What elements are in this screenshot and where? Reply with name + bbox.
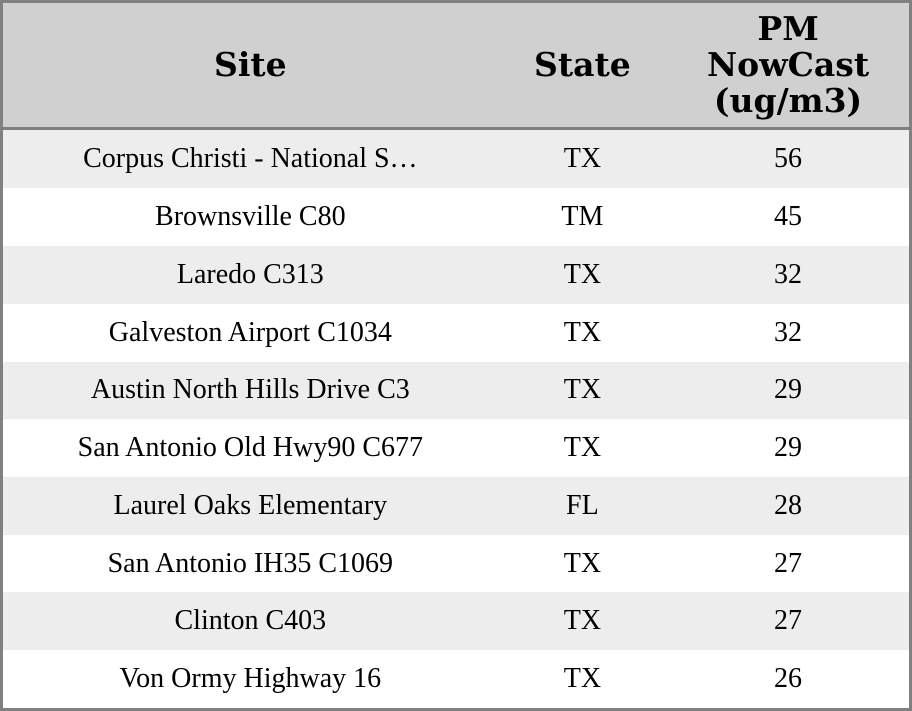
table-row: Clinton C403 TX 27 [3, 592, 909, 651]
table-body: Corpus Christi - National S… TX 56 Brown… [3, 128, 909, 708]
state-cell: TX [563, 547, 602, 579]
state-cell: TX [563, 605, 602, 637]
pm-nowcast-cell: 26 [774, 663, 803, 695]
pm-nowcast-cell: 27 [774, 547, 803, 579]
state-cell: TX [563, 374, 602, 406]
site-cell: Galveston Airport C1034 [108, 316, 392, 348]
table-row: Galveston Airport C1034 TX 32 [3, 303, 909, 362]
pm-nowcast-cell: 29 [774, 432, 803, 464]
pm-nowcast-cell: 29 [774, 374, 803, 406]
state-cell: TX [563, 432, 602, 464]
column-header-state: State [497, 3, 668, 130]
pm-nowcast-cell: 28 [774, 489, 803, 521]
table-row: Von Ormy Highway 16 TX 26 [3, 650, 909, 708]
site-cell: Von Ormy Highway 16 [119, 663, 382, 695]
table-row: San Antonio IH35 C1069 TX 27 [3, 534, 909, 593]
table-header: Site State PM NowCast (ug/m3) [3, 3, 909, 130]
pm-nowcast-cell: 32 [774, 316, 803, 348]
site-cell: San Antonio Old Hwy90 C677 [77, 432, 424, 464]
table-row: San Antonio Old Hwy90 C677 TX 29 [3, 419, 909, 478]
pm-nowcast-cell: 27 [774, 605, 803, 637]
column-header-site: Site [3, 3, 498, 130]
site-cell: Corpus Christi - National S… [83, 142, 418, 174]
table-row: Laurel Oaks Elementary FL 28 [3, 477, 909, 535]
site-cell: Laredo C313 [176, 259, 324, 290]
site-cell: Clinton C403 [174, 605, 327, 637]
state-cell: TX [563, 316, 602, 348]
table-row: Brownsville C80 TM 45 [3, 188, 909, 247]
pm-nowcast-cell: 32 [774, 259, 803, 290]
state-cell: TM [561, 201, 604, 233]
state-cell: FL [566, 489, 599, 521]
table-row: Laredo C313 TX 32 [3, 246, 909, 304]
site-cell: Austin North Hills Drive C3 [90, 374, 410, 406]
table-row: Austin North Hills Drive C3 TX 29 [3, 361, 909, 420]
state-cell: TX [563, 142, 602, 174]
column-header-pm-nowcast-label: PM NowCast (ug/m3) [707, 8, 870, 120]
table-header-row: Site State PM NowCast (ug/m3) [3, 3, 909, 130]
table-row: Corpus Christi - National S… TX 56 [3, 128, 909, 189]
site-cell: Brownsville C80 [155, 201, 346, 233]
state-cell: TX [563, 259, 602, 290]
air-quality-table: Site State PM NowCast (ug/m3) Corpus Chr… [3, 3, 909, 708]
column-header-pm-nowcast: PM NowCast (ug/m3) [667, 3, 909, 130]
site-cell: San Antonio IH35 C1069 [107, 547, 394, 579]
state-cell: TX [563, 663, 602, 695]
site-cell: Laurel Oaks Elementary [113, 489, 388, 521]
pm-nowcast-cell: 56 [774, 142, 803, 174]
pm-nowcast-cell: 45 [774, 201, 803, 233]
